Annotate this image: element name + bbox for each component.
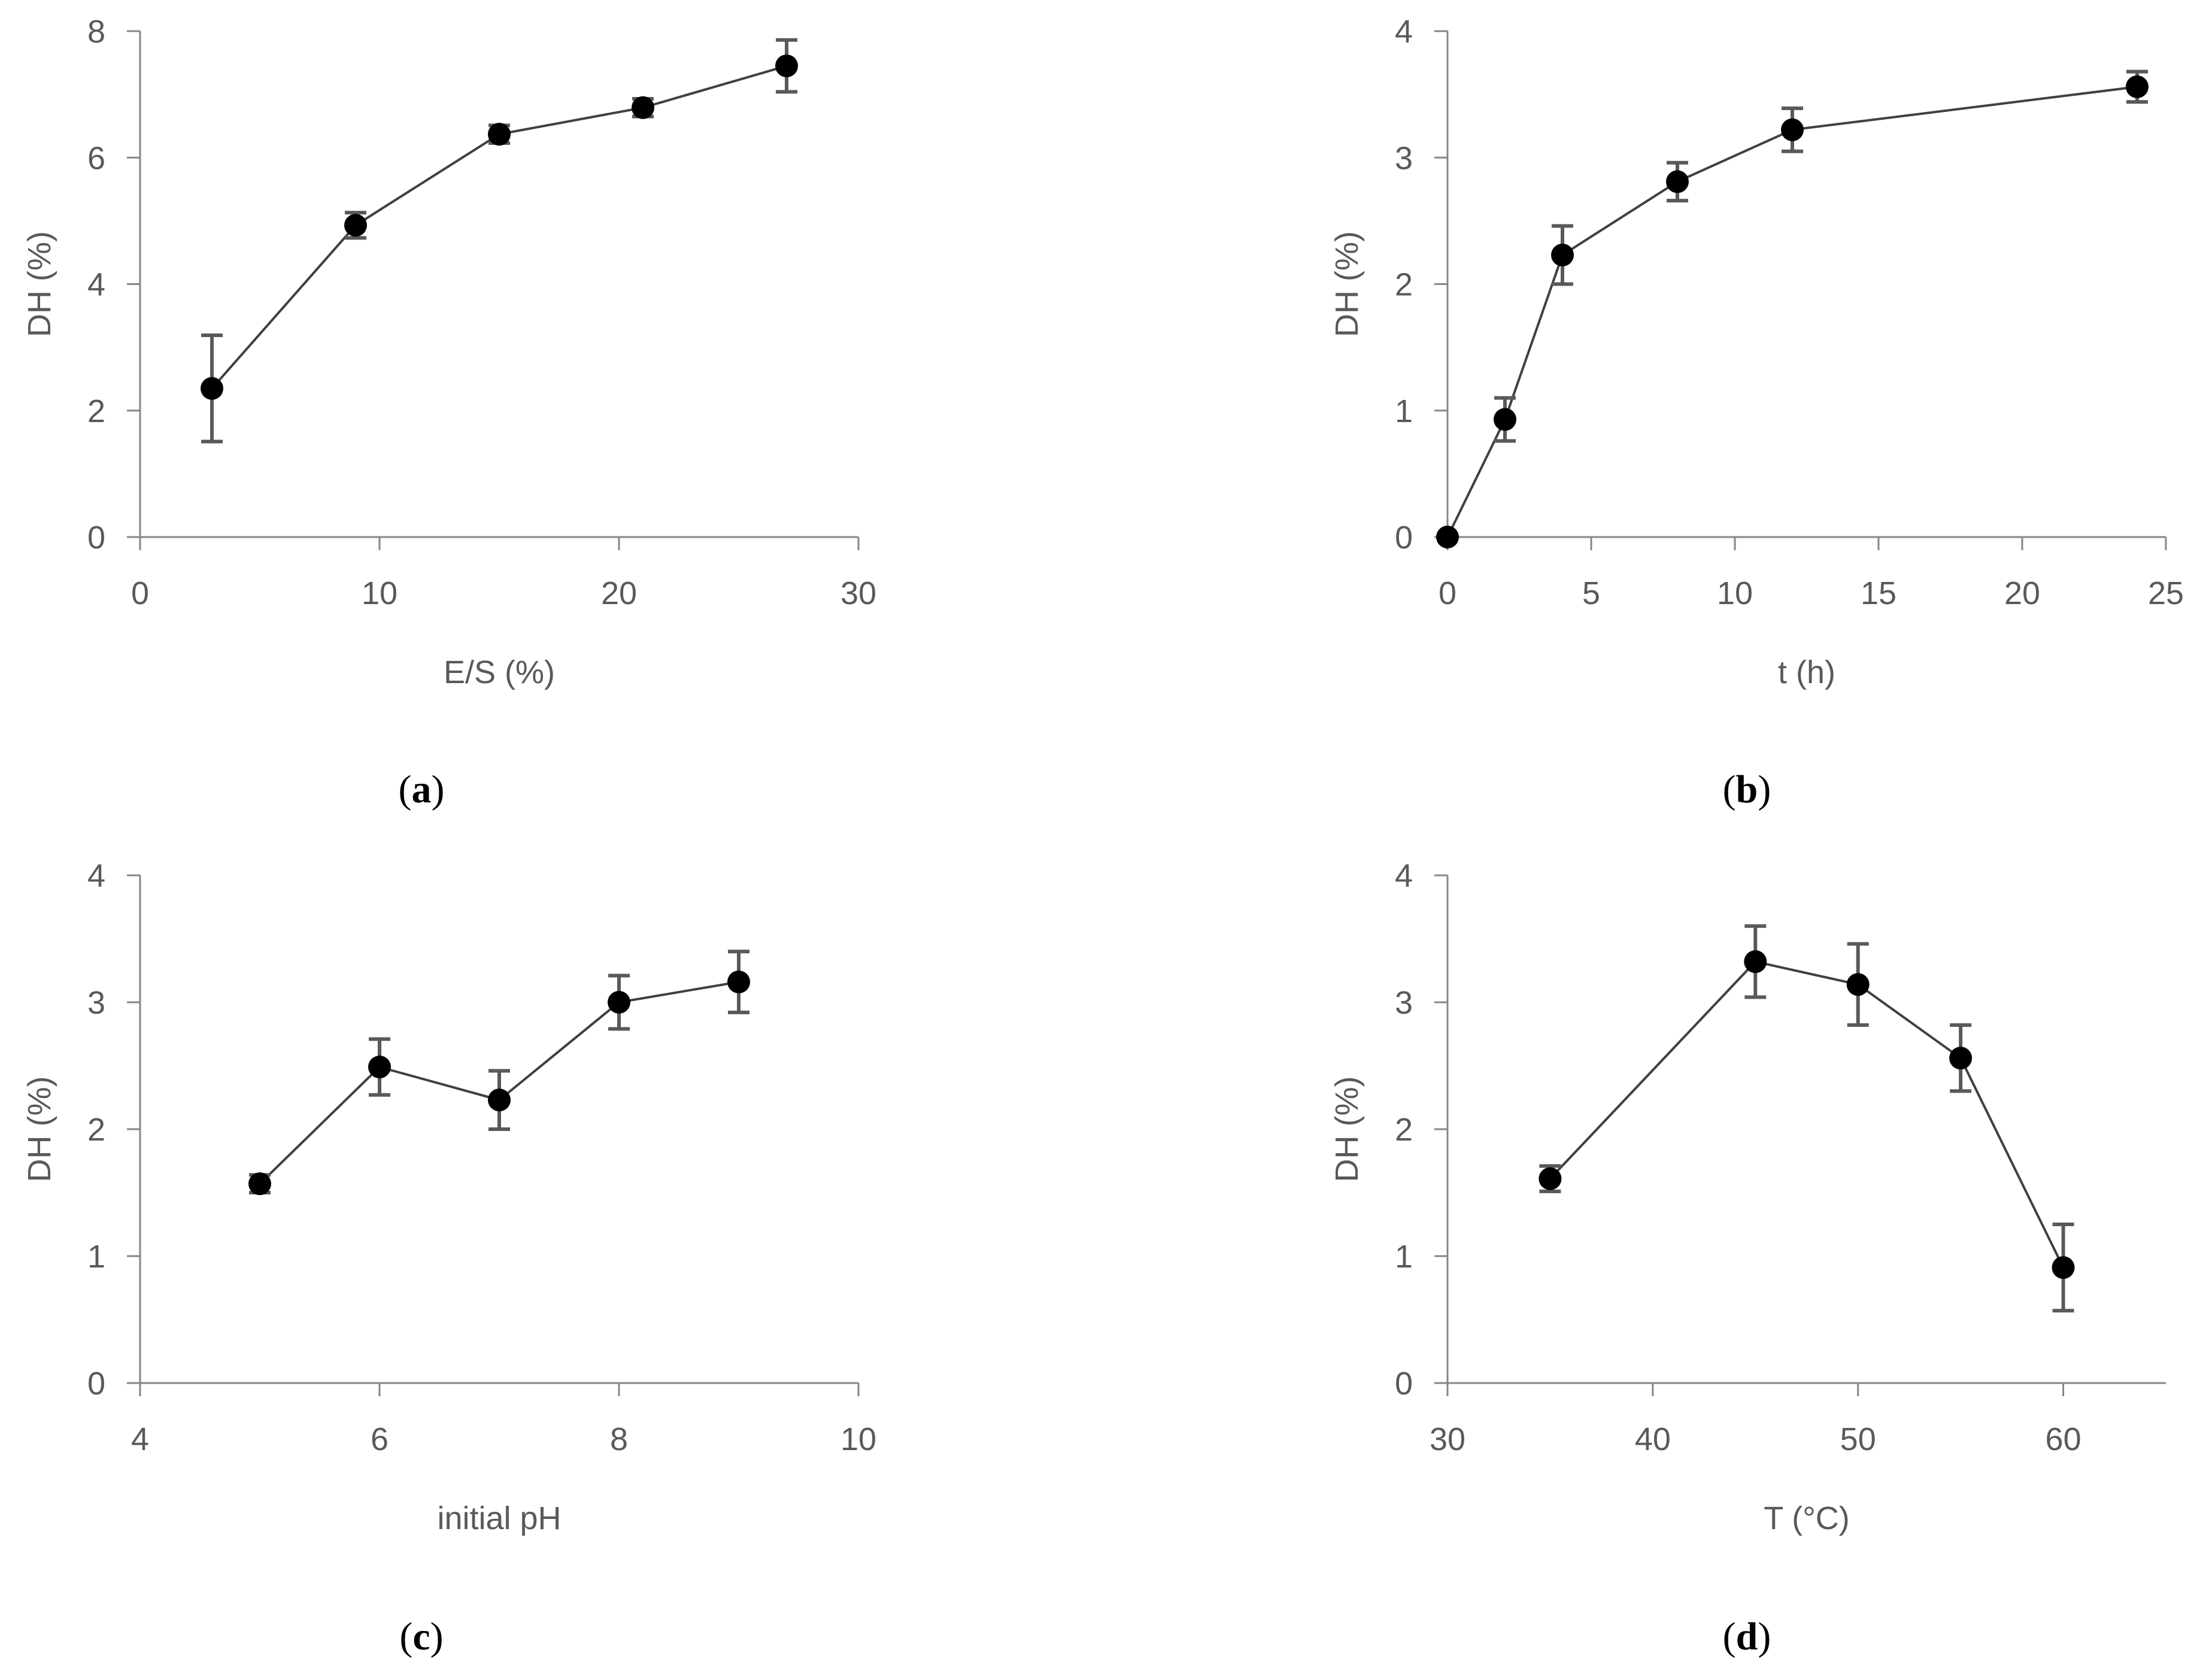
data-point	[201, 377, 223, 400]
panel-caption: (d)	[1723, 1615, 1771, 1658]
x-tick-label: 5	[1582, 575, 1600, 611]
panel-caption-letter: c	[412, 1615, 430, 1658]
x-tick-label: 10	[1717, 575, 1753, 611]
x-tick-label: 20	[2004, 575, 2040, 611]
y-tick-label: 2	[87, 1112, 105, 1148]
panel-caption-close: )	[1758, 1615, 1771, 1658]
panel-caption-open: (	[399, 768, 412, 811]
y-tick-label: 1	[1395, 393, 1413, 429]
data-point	[1744, 950, 1767, 974]
x-tick-label: 0	[1439, 575, 1456, 611]
data-point	[727, 971, 750, 994]
data-point	[1436, 526, 1459, 548]
data-point	[1494, 408, 1516, 431]
x-axis-label: T (°C)	[1764, 1500, 1850, 1536]
y-tick-label: 4	[1395, 858, 1413, 894]
x-tick-label: 60	[2046, 1421, 2081, 1457]
data-point	[344, 214, 367, 237]
y-tick-label: 3	[87, 985, 105, 1021]
chart-panel-d: 0 1 2 3 4 30 40 50 60 T (°C) DH (%) (d)	[1329, 858, 2166, 1658]
y-tick-label: 2	[1395, 267, 1413, 303]
y-tick-label: 8	[87, 14, 105, 50]
x-tick-label: 30	[1430, 1421, 1465, 1457]
y-axis-label: DH (%)	[1329, 231, 1365, 337]
panel-caption: (a)	[399, 768, 445, 811]
data-point	[248, 1172, 271, 1196]
data-point	[1539, 1167, 1562, 1190]
x-tick-label: 25	[2148, 575, 2184, 611]
panel-caption-close: )	[430, 1615, 444, 1658]
x-tick-label: 6	[371, 1421, 389, 1457]
x-tick-label: 40	[1635, 1421, 1671, 1457]
data-point	[1949, 1047, 1973, 1070]
chart-panel-c: 0 1 2 3 4 4 6 8 10 initial pH DH (%) (c)	[22, 858, 876, 1658]
x-axis-label: initial pH	[437, 1500, 561, 1536]
y-tick-label: 6	[87, 140, 105, 176]
x-tick-label: 15	[1861, 575, 1896, 611]
panel-caption-letter: b	[1736, 768, 1758, 811]
data-point	[1846, 973, 1870, 996]
x-axis-label: t (h)	[1778, 654, 1835, 690]
y-tick-label: 0	[1395, 520, 1413, 556]
data-point	[488, 1088, 511, 1112]
panel-caption: (b)	[1723, 768, 1771, 811]
panel-caption: (c)	[399, 1615, 443, 1658]
chart-panel-a: 0 2 4 6 8 0 10 20 30 E/S (%) DH (%) (a)	[22, 14, 876, 811]
data-point	[2126, 75, 2149, 98]
data-point	[1666, 170, 1689, 193]
data-point	[368, 1056, 391, 1079]
panel-caption-close: )	[432, 768, 445, 811]
y-tick-label: 1	[1395, 1239, 1413, 1275]
data-point	[488, 123, 511, 146]
series-line	[1446, 85, 2138, 538]
panel-caption-open: (	[1723, 768, 1736, 811]
data-point	[608, 991, 630, 1014]
panel-caption-close: )	[1758, 768, 1771, 811]
panel-caption-open: (	[399, 1615, 412, 1658]
y-tick-label: 2	[1395, 1112, 1413, 1148]
panel-caption-open: (	[1723, 1615, 1736, 1658]
x-axis-label: E/S (%)	[444, 654, 555, 690]
data-point	[1551, 243, 1574, 266]
data-point	[632, 96, 654, 119]
data-point	[2052, 1256, 2075, 1279]
y-tick-label: 2	[87, 393, 105, 429]
y-tick-label: 0	[1395, 1366, 1413, 1402]
y-tick-label: 4	[1395, 14, 1413, 50]
y-tick-label: 0	[87, 1366, 105, 1402]
panel-caption-letter: d	[1736, 1615, 1758, 1658]
y-axis-label: DH (%)	[1329, 1076, 1365, 1182]
x-tick-label: 10	[362, 575, 397, 611]
y-axis-label: DH (%)	[22, 1076, 57, 1182]
y-tick-label: 4	[87, 858, 105, 894]
x-tick-label: 20	[601, 575, 637, 611]
x-tick-label: 10	[840, 1421, 876, 1457]
panel-caption-letter: a	[412, 768, 432, 811]
data-point	[775, 54, 798, 78]
x-tick-label: 8	[610, 1421, 628, 1457]
y-axis-label: DH (%)	[22, 231, 57, 337]
data-point	[1781, 118, 1804, 141]
series-line	[211, 65, 787, 390]
x-tick-label: 30	[840, 575, 876, 611]
y-tick-label: 4	[87, 267, 105, 303]
y-tick-label: 3	[1395, 140, 1413, 176]
y-tick-label: 1	[87, 1239, 105, 1275]
series-line	[1549, 960, 2065, 1268]
y-tick-label: 3	[1395, 985, 1413, 1021]
x-tick-label: 50	[1840, 1421, 1876, 1457]
y-tick-label: 0	[87, 520, 105, 556]
x-tick-label: 0	[131, 575, 149, 611]
x-tick-label: 4	[131, 1421, 149, 1457]
chart-panel-b: 0 1 2 3 4 0 5 10 15 20 25 t (h) DH (%) (b)	[1329, 14, 2184, 811]
